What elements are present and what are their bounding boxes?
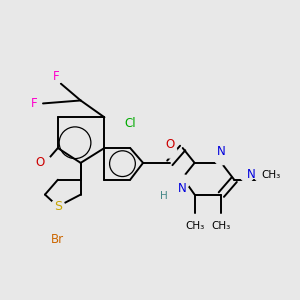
Text: CH₃: CH₃ (185, 221, 204, 231)
Circle shape (214, 214, 228, 228)
Circle shape (38, 156, 52, 170)
Circle shape (51, 226, 65, 240)
Circle shape (27, 97, 41, 110)
Text: N: N (247, 168, 256, 181)
Text: O: O (165, 138, 174, 151)
Text: F: F (52, 70, 59, 83)
Circle shape (240, 168, 254, 182)
Circle shape (188, 214, 202, 228)
Text: N: N (178, 182, 187, 195)
Circle shape (49, 70, 63, 84)
Text: S: S (54, 200, 62, 213)
Circle shape (176, 175, 190, 189)
Text: O: O (36, 156, 45, 170)
Text: Br: Br (51, 233, 64, 246)
Text: F: F (31, 97, 38, 110)
Circle shape (51, 200, 65, 213)
Text: CH₃: CH₃ (212, 221, 231, 231)
Circle shape (254, 168, 268, 182)
Text: CH₃: CH₃ (261, 170, 280, 180)
Circle shape (123, 123, 137, 137)
Text: Cl: Cl (124, 117, 136, 130)
Text: N: N (217, 145, 226, 158)
Text: H: H (160, 190, 168, 201)
Circle shape (163, 144, 177, 158)
Circle shape (161, 189, 175, 202)
Circle shape (214, 151, 228, 165)
